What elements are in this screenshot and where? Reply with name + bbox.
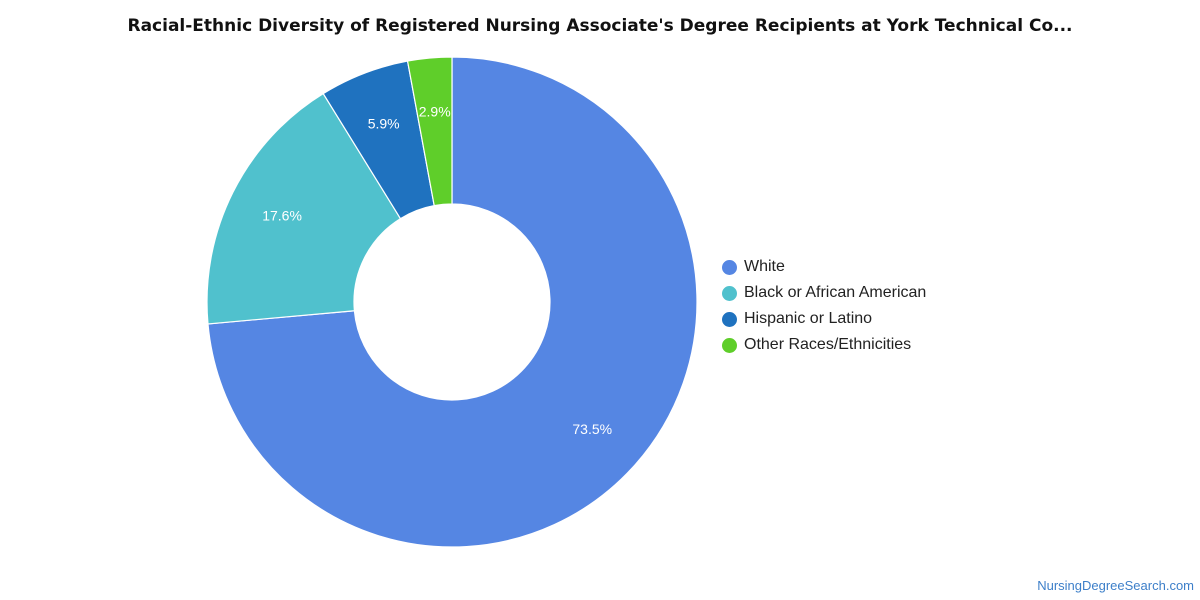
slice-black-or-african-american[interactable] [206,92,402,325]
slice-label-other-races-ethnicities: 2.9% [419,103,451,119]
legend: White Black or African American Hispanic o… [722,254,926,358]
slice-label-white: 73.5% [572,421,612,437]
legend-label: Hispanic or Latino [744,310,873,327]
legend-swatch-icon [722,311,737,327]
slice-other-races-ethnicities[interactable] [406,56,453,207]
source-credit-link[interactable]: NursingDegreeSearch.com [1037,578,1194,593]
legend-label: Other Races/Ethnicities [744,336,912,353]
slice-label-hispanic-or-latino: 5.9% [368,115,400,131]
legend-item-other-races-ethnicities[interactable]: Other Races/Ethnicities [722,332,926,358]
legend-label: Black or African American [744,284,927,301]
legend-item-black-or-african-american[interactable]: Black or African American [722,280,926,306]
legend-swatch-icon [722,337,737,353]
legend-item-white[interactable]: White [722,254,926,280]
legend-swatch-icon [722,259,737,275]
legend-swatch-icon [722,285,737,301]
slice-white[interactable] [207,56,698,548]
legend-label: White [744,258,785,275]
slice-label-black-or-african-american: 17.6% [262,208,302,224]
chart-title: Racial-Ethnic Diversity of Registered Nu… [127,16,1073,36]
legend-item-hispanic-or-latino[interactable]: Hispanic or Latino [722,306,926,332]
